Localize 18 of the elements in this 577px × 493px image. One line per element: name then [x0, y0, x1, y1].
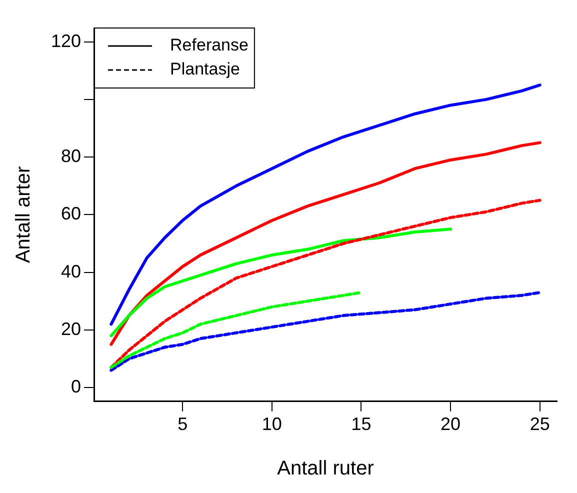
y-axis-title: Antall arter: [12, 166, 35, 264]
line-series: [110, 198, 542, 369]
line-series: [110, 290, 363, 369]
x-tick-label: 5: [178, 414, 188, 434]
annotation: Plantasje: [170, 60, 240, 79]
x-tick-label: 10: [262, 414, 282, 434]
annotation: Referanse: [170, 36, 248, 55]
y-tick-label: 120: [50, 30, 82, 51]
y-tick-label: 80: [61, 146, 82, 166]
x-axis-title: Antall ruter: [277, 458, 374, 480]
x-tick-label: 20: [440, 414, 461, 434]
x-tick-label: 25: [530, 414, 550, 434]
y-tick-label: 20: [61, 318, 82, 339]
x-tick-label: 15: [351, 414, 372, 434]
y-tick-label: 0: [71, 376, 82, 397]
y-tick-label: 60: [61, 204, 82, 224]
y-tick-label: 40: [61, 261, 82, 282]
line-series: [110, 290, 542, 372]
